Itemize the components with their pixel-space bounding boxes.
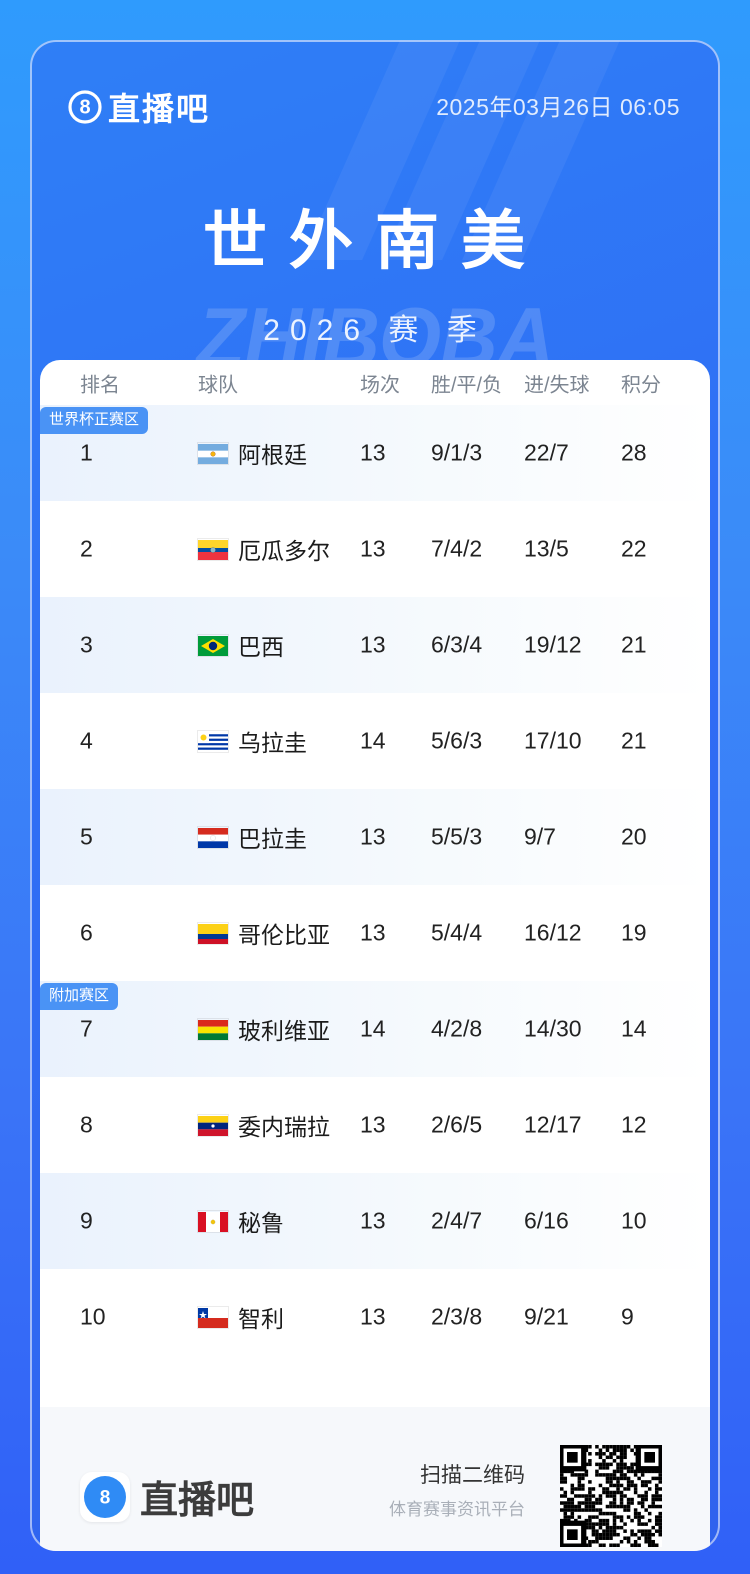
svg-text:8: 8 [100,1487,111,1508]
svg-text:8: 8 [79,97,90,119]
